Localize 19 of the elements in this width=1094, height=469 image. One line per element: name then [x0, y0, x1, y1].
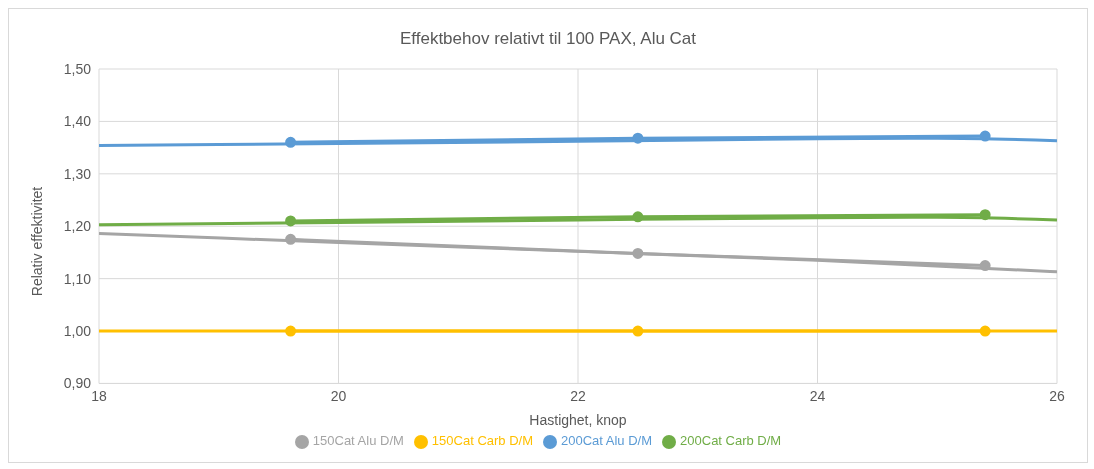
legend-label: 150Cat Carb D/M — [431, 433, 533, 449]
y-axis-title: Relativ effektivitet — [28, 186, 45, 297]
y-tick-label: 1,50 — [63, 60, 92, 77]
x-tick-label: 26 — [1049, 388, 1065, 405]
x-tick-label: 24 — [809, 388, 826, 405]
x-tick-label: 18 — [91, 388, 107, 405]
y-tick-label: 1,30 — [63, 165, 92, 182]
legend-label: 150Cat Alu D/M — [312, 433, 404, 449]
x-tick-label: 22 — [570, 388, 586, 405]
legend-label: 200Cat Alu D/M — [561, 433, 653, 449]
y-tick-label: 1,40 — [63, 113, 92, 130]
y-tick-label: 0,90 — [63, 375, 92, 392]
chart-title: Effektbehov relativt til 100 PAX, Alu Cat — [398, 28, 698, 50]
x-tick-label: 20 — [330, 388, 347, 405]
y-tick-label: 1,10 — [63, 270, 92, 287]
legend-label: 200Cat Carb D/M — [680, 433, 782, 449]
y-tick-label: 1,00 — [63, 323, 92, 339]
y-tick-label: 1,20 — [63, 218, 92, 235]
x-axis-title: Hastighet, knop — [529, 412, 627, 429]
